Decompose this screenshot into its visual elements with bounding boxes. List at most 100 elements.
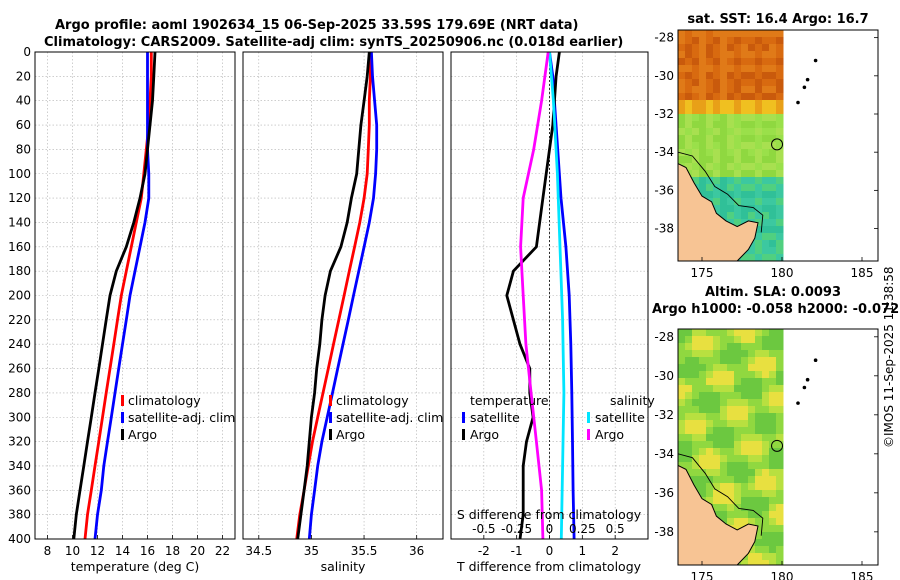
map-cell bbox=[727, 343, 735, 351]
map-cell bbox=[741, 191, 749, 199]
map-cell bbox=[762, 448, 770, 456]
map-cell bbox=[741, 51, 749, 59]
map-cell bbox=[699, 142, 707, 150]
map-cell bbox=[692, 476, 700, 484]
map-cell bbox=[706, 490, 714, 498]
map-cell bbox=[706, 170, 714, 178]
map-cell bbox=[713, 37, 721, 45]
map-cell bbox=[748, 497, 756, 505]
map-cell bbox=[720, 420, 728, 428]
map-cell bbox=[678, 406, 686, 414]
map-cell bbox=[748, 455, 756, 463]
map-cell bbox=[769, 86, 777, 94]
x-tick-label: 35 bbox=[304, 544, 319, 558]
legend-label: satellite bbox=[595, 410, 645, 425]
map-cell bbox=[727, 114, 735, 122]
map-cell bbox=[706, 357, 714, 365]
salinity-tick-labels: 34.5 35 35.5 36 bbox=[245, 544, 424, 558]
map-cell bbox=[706, 142, 714, 150]
map-cell bbox=[734, 205, 742, 213]
map-cell bbox=[706, 191, 714, 199]
map-cell bbox=[720, 184, 728, 192]
temperature-series bbox=[72, 52, 157, 539]
legend-label: climatology bbox=[336, 393, 409, 408]
map-cell bbox=[720, 30, 728, 38]
map-cell bbox=[713, 170, 721, 178]
map-cell bbox=[755, 553, 763, 561]
map-cell bbox=[748, 336, 756, 344]
map-cell bbox=[678, 72, 686, 80]
map-cell bbox=[706, 44, 714, 52]
map-cell bbox=[769, 37, 777, 45]
map-cell bbox=[762, 240, 770, 248]
map-cell bbox=[699, 184, 707, 192]
map-cell bbox=[727, 170, 735, 178]
map-cell bbox=[734, 329, 742, 337]
map-cell bbox=[685, 163, 693, 171]
map-cell bbox=[692, 163, 700, 171]
map-cell bbox=[713, 205, 721, 213]
map-cell bbox=[748, 546, 756, 554]
map-cell bbox=[769, 240, 777, 248]
map-cell bbox=[720, 357, 728, 365]
map-cell bbox=[720, 497, 728, 505]
map-cell bbox=[748, 156, 756, 164]
map-cell bbox=[776, 441, 784, 449]
map-cell bbox=[741, 560, 749, 565]
map-cell bbox=[678, 51, 686, 59]
map-cell bbox=[713, 504, 721, 512]
legend-swatch bbox=[329, 429, 332, 440]
map-cell bbox=[706, 336, 714, 344]
map-cell bbox=[706, 427, 714, 435]
map-cell bbox=[776, 385, 784, 393]
map-cell bbox=[692, 378, 700, 386]
map-cell bbox=[755, 406, 763, 414]
map-cell bbox=[699, 163, 707, 171]
map-cell bbox=[692, 392, 700, 400]
map-cell bbox=[706, 30, 714, 38]
map-cell bbox=[755, 413, 763, 421]
map-cell bbox=[776, 128, 784, 136]
map-cell bbox=[762, 525, 770, 533]
map-cell bbox=[713, 329, 721, 337]
map-cell bbox=[755, 135, 763, 143]
map-cell bbox=[762, 135, 770, 143]
map-cell bbox=[699, 469, 707, 477]
map-cell bbox=[734, 58, 742, 66]
map-cell bbox=[762, 226, 770, 234]
map-cell bbox=[692, 51, 700, 59]
credit-stamp: ©IMOS 11-Sep-2025 11:38:58 bbox=[882, 266, 896, 448]
map-cell bbox=[713, 434, 721, 442]
map-cell bbox=[713, 93, 721, 101]
map-cell bbox=[762, 170, 770, 178]
map-cell bbox=[748, 37, 756, 45]
map-cell bbox=[713, 455, 721, 463]
map-cell bbox=[734, 219, 742, 227]
map-cell bbox=[741, 37, 749, 45]
map-cell bbox=[762, 191, 770, 199]
map-cell bbox=[769, 170, 777, 178]
map-cell bbox=[685, 329, 693, 337]
map-cell bbox=[748, 254, 756, 261]
x-tick-label: 8 bbox=[44, 544, 52, 558]
map-cell bbox=[762, 504, 770, 512]
map-cell bbox=[720, 128, 728, 136]
map-cell bbox=[769, 93, 777, 101]
map-cell bbox=[741, 86, 749, 94]
map-cell bbox=[741, 483, 749, 491]
map-cell bbox=[692, 406, 700, 414]
map-cell bbox=[762, 65, 770, 73]
map-cell bbox=[720, 177, 728, 185]
map-cell bbox=[699, 434, 707, 442]
map-cell bbox=[769, 254, 777, 261]
map-lat-label: -34 bbox=[654, 145, 674, 159]
map-cell bbox=[720, 385, 728, 393]
map-cell bbox=[755, 72, 763, 80]
map-cell bbox=[692, 44, 700, 52]
map-cell bbox=[692, 114, 700, 122]
map-cell bbox=[720, 483, 728, 491]
map-cell bbox=[706, 100, 714, 108]
map-cell bbox=[720, 455, 728, 463]
map-cell bbox=[762, 58, 770, 66]
map-cell bbox=[706, 177, 714, 185]
